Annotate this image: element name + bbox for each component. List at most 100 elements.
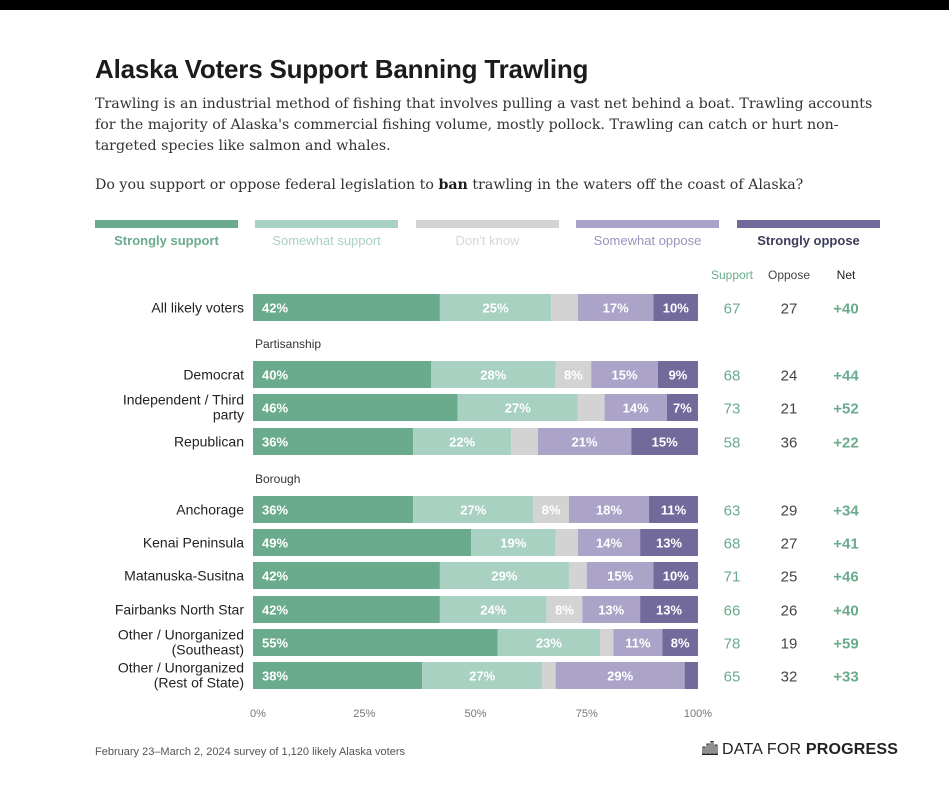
summary-header-0: Support — [711, 268, 754, 282]
oppose-value: 25 — [781, 569, 798, 586]
bar-data-label-0: 38% — [262, 669, 288, 684]
bar-data-label-4: 11% — [661, 503, 687, 518]
net-value: +22 — [833, 435, 858, 452]
bar-segment-4 — [640, 529, 698, 556]
support-value: 68 — [724, 368, 741, 385]
bar-segment-1 — [439, 562, 569, 589]
row-label: Matanuska-Susitna — [124, 568, 244, 584]
bar-data-label-3: 21% — [572, 435, 598, 450]
question-text-after: trawling in the waters off the coast of … — [467, 177, 804, 193]
bar-data-label-0: 42% — [262, 301, 288, 316]
net-value: +40 — [833, 301, 858, 318]
bar-segment-2 — [555, 361, 592, 388]
bar-data-label-1: 28% — [480, 368, 506, 383]
bar-segment-3 — [577, 294, 654, 321]
oppose-value: 19 — [781, 636, 798, 653]
bar-segment-3 — [582, 596, 641, 623]
row-label-line-2: (Rest of State) — [154, 675, 244, 691]
net-value: +52 — [833, 401, 858, 418]
bar-data-label-3: 14% — [623, 401, 649, 416]
bar-data-label-3: 11% — [625, 636, 651, 651]
bar-segment-2 — [533, 496, 569, 523]
bar-data-label-3: 29% — [607, 669, 633, 684]
support-value: 68 — [724, 536, 741, 553]
bar-data-label-4: 10% — [663, 569, 689, 584]
bar-segment-1 — [457, 394, 578, 421]
support-value: 66 — [724, 603, 741, 620]
question-text-bold: ban — [438, 177, 468, 193]
bar-segment-1 — [431, 361, 556, 388]
bar-data-label-4: 8% — [671, 636, 690, 651]
support-value: 78 — [724, 636, 741, 653]
bar-chart-logo-icon — [702, 741, 718, 755]
x-tick-label: 100% — [684, 708, 712, 720]
bar-data-label-0: 42% — [262, 603, 288, 618]
net-value: +46 — [833, 569, 858, 586]
bar-segment-1 — [413, 496, 534, 523]
legend-label-0: Strongly support — [114, 233, 219, 248]
bar-data-label-0: 55% — [262, 636, 288, 651]
legend-label-4: Strongly oppose — [757, 233, 860, 248]
bar-data-label-2: 8% — [564, 368, 583, 383]
bar-segment-2 — [568, 562, 587, 589]
net-value: +33 — [833, 669, 858, 686]
group-label-borough: Borough — [255, 472, 300, 486]
bar-data-label-2: 8% — [555, 603, 574, 618]
row-label-line-1: Other / Unorganized — [118, 660, 244, 676]
oppose-value: 27 — [781, 301, 798, 318]
support-value: 65 — [724, 669, 741, 686]
bar-data-label-4: 7% — [673, 401, 692, 416]
bar-segment-0 — [253, 529, 472, 556]
bar-segment-4 — [684, 662, 698, 689]
bar-segment-0 — [253, 428, 414, 455]
oppose-value: 29 — [781, 503, 798, 520]
bar-segment-3 — [604, 394, 667, 421]
row-label: Anchorage — [176, 502, 244, 518]
oppose-value: 21 — [781, 401, 798, 418]
legend-label-3: Somewhat oppose — [594, 233, 702, 248]
bar-segment-0 — [253, 662, 423, 689]
bar-segment-0 — [253, 361, 431, 388]
bar-segment-0 — [253, 596, 440, 623]
bar-data-label-1: 29% — [491, 569, 517, 584]
bar-segment-0 — [253, 394, 458, 421]
bar-data-label-1: 25% — [483, 301, 509, 316]
row-label: All likely voters — [151, 300, 244, 316]
brand-bold: PROGRESS — [805, 741, 899, 758]
bar-segment-4 — [649, 496, 698, 523]
bar-data-label-4: 9% — [669, 368, 688, 383]
bar-segment-1 — [471, 529, 556, 556]
bar-segment-3 — [568, 496, 650, 523]
bar-segment-1 — [439, 294, 552, 321]
bar-data-label-4: 15% — [652, 435, 678, 450]
net-value: +44 — [833, 368, 859, 385]
bar-segment-3 — [591, 361, 658, 388]
net-value: +34 — [833, 503, 859, 520]
bar-segment-4 — [631, 428, 698, 455]
bar-data-label-1: 24% — [480, 603, 506, 618]
bar-data-label-0: 49% — [262, 536, 288, 551]
question-text-before: Do you support or oppose federal legisla… — [95, 177, 439, 193]
bar-data-label-3: 13% — [598, 603, 624, 618]
x-tick-label: 75% — [576, 708, 598, 720]
bar-data-label-0: 46% — [262, 401, 288, 416]
bar-segment-2 — [546, 596, 583, 623]
bar-data-label-2: 8% — [542, 503, 561, 518]
row-label: Fairbanks North Star — [115, 602, 244, 618]
bar-segment-0 — [253, 294, 440, 321]
row-label-line-1: Other / Unorganized — [118, 627, 244, 643]
net-value: +40 — [833, 603, 858, 620]
bar-segment-4 — [666, 394, 698, 421]
legend-swatch-4 — [737, 220, 880, 228]
net-value: +59 — [833, 636, 858, 653]
bar-data-label-1: 23% — [536, 636, 562, 651]
footer-note: February 23–March 2, 2024 survey of 1,12… — [95, 746, 405, 758]
bar-segment-3 — [577, 529, 641, 556]
bar-segment-0 — [253, 629, 498, 656]
bar-segment-4 — [657, 361, 698, 388]
row-label-line-2: (Southeast) — [172, 642, 244, 658]
bar-data-label-1: 19% — [500, 536, 526, 551]
bar-segment-4 — [653, 562, 698, 589]
bar-data-label-3: 17% — [603, 301, 629, 316]
